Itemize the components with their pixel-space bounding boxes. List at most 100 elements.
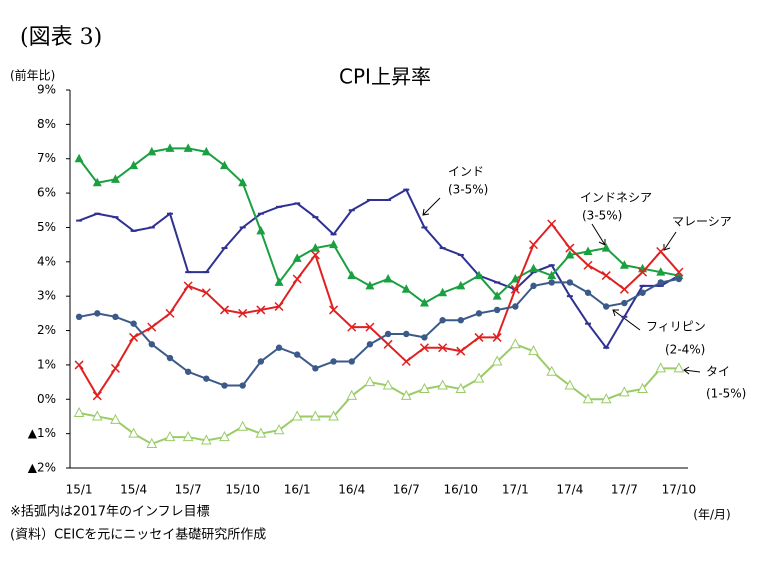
series-target: (3-5%): [448, 183, 488, 197]
note: ※括弧内は2017年のインフレ目標: [10, 504, 210, 520]
marker: [273, 424, 285, 435]
marker: [347, 270, 357, 280]
x-tick-label: 16/10: [443, 483, 478, 497]
marker: [528, 240, 539, 250]
marker: [201, 288, 211, 298]
marker: [492, 291, 502, 300]
marker: [456, 280, 466, 290]
marker: [348, 358, 355, 365]
marker: [330, 358, 337, 365]
marker: [639, 289, 646, 296]
marker: [147, 146, 157, 156]
y-tick-label: 2%: [37, 323, 56, 337]
marker: [492, 332, 502, 342]
marker: [74, 153, 84, 163]
marker: [382, 379, 394, 390]
marker: [510, 274, 520, 283]
y-tick-label: 1%: [37, 357, 56, 371]
y-tick-label: 4%: [37, 254, 56, 268]
x-tick-label: 17/7: [611, 483, 638, 497]
annotation-arrows: [422, 197, 701, 375]
marker: [256, 225, 266, 235]
marker: [165, 143, 175, 152]
marker: [548, 279, 555, 286]
marker: [383, 274, 393, 283]
marker: [221, 382, 228, 389]
marker: [219, 431, 230, 442]
marker: [546, 365, 558, 376]
marker: [75, 313, 83, 320]
series-line: [78, 343, 679, 446]
marker: [74, 360, 84, 370]
chart-title: CPI上昇率: [339, 65, 431, 89]
marker: [547, 219, 557, 229]
marker: [73, 406, 85, 418]
marker: [94, 310, 101, 317]
marker: [238, 308, 248, 318]
y-tick-label: 5%: [37, 220, 56, 234]
marker: [291, 410, 303, 421]
marker: [493, 306, 501, 314]
marker: [312, 365, 319, 372]
marker: [219, 305, 230, 315]
marker: [565, 243, 575, 253]
arrow: [612, 309, 641, 331]
marker: [583, 260, 593, 270]
marker: [656, 246, 666, 257]
arrow-head: [422, 208, 430, 216]
marker: [529, 263, 538, 273]
marker: [491, 355, 503, 366]
x-unit: (年/月): [693, 508, 730, 522]
marker: [365, 322, 375, 332]
y-tick-label: 8%: [37, 117, 56, 131]
marker: [583, 246, 593, 256]
series-label: マレーシア: [672, 215, 732, 229]
marker: [128, 427, 139, 438]
arrow: [591, 223, 606, 246]
series-label: インドネシア: [580, 191, 652, 205]
marker: [637, 382, 648, 393]
marker: [638, 267, 648, 277]
y-tick-label: 6%: [37, 186, 56, 200]
marker: [457, 317, 464, 324]
marker: [655, 362, 667, 373]
marker: [255, 427, 267, 438]
marker: [237, 420, 249, 431]
marker: [384, 330, 392, 338]
marker: [437, 379, 448, 390]
marker: [183, 281, 193, 291]
marker: [530, 282, 537, 290]
marker: [419, 343, 429, 353]
series-label: インド: [448, 165, 484, 179]
series: [75, 275, 683, 389]
marker: [400, 389, 412, 400]
x-tick-label: 15/10: [225, 483, 260, 497]
marker: [366, 341, 374, 348]
marker: [619, 260, 629, 269]
marker: [619, 284, 629, 294]
x-tick-label: 15/7: [175, 483, 202, 497]
marker: [201, 146, 211, 156]
marker: [600, 393, 612, 404]
marker: [473, 372, 485, 383]
marker: [582, 393, 594, 404]
marker: [183, 143, 193, 152]
arrow: [663, 231, 677, 251]
y-tick-label: ▲1%: [28, 426, 56, 440]
marker: [419, 382, 430, 393]
series-target: (1-5%): [706, 387, 746, 401]
marker: [110, 174, 120, 183]
series: [74, 143, 684, 307]
marker: [601, 271, 611, 281]
x-tick-label: 17/1: [502, 483, 529, 497]
y-axis-label: (前年比): [10, 68, 55, 83]
marker: [673, 362, 685, 373]
marker: [475, 310, 483, 317]
marker: [310, 243, 320, 252]
marker: [474, 270, 484, 280]
marker: [182, 431, 194, 442]
marker: [584, 289, 592, 296]
marker: [310, 410, 321, 421]
marker: [329, 305, 339, 315]
